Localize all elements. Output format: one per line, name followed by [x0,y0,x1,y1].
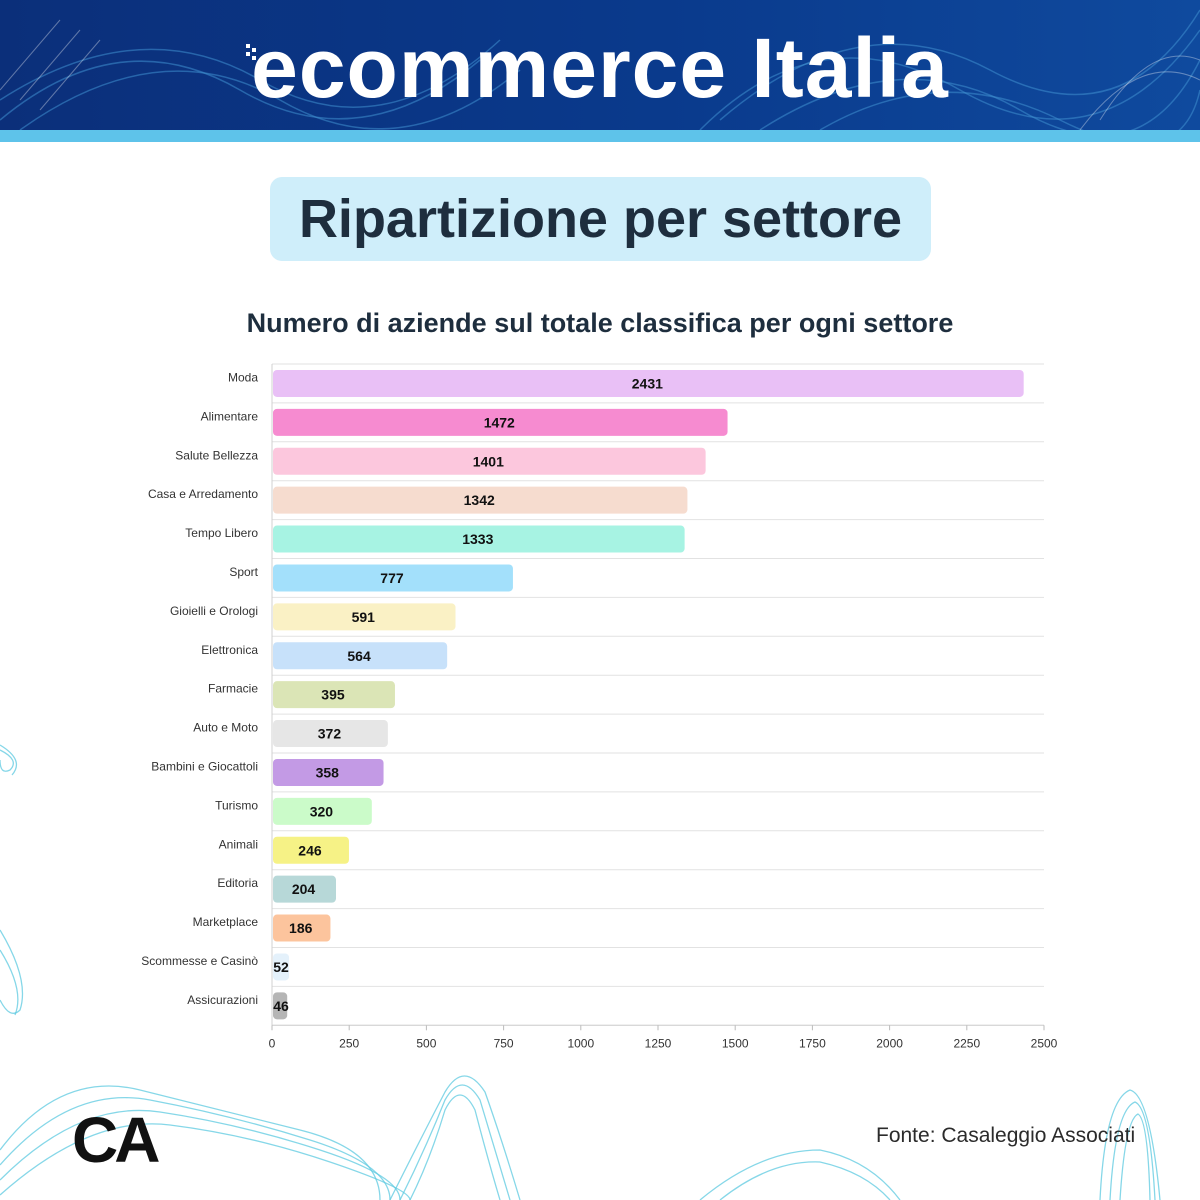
x-tick-label: 1750 [799,1036,826,1050]
category-label: Alimentare [201,409,259,423]
logo-dots-icon [246,44,256,60]
ca-logo: CA [72,1104,160,1176]
category-label: Tempo Libero [185,526,258,540]
category-label: Marketplace [193,915,259,929]
data-label: 246 [298,842,322,858]
page-title-box: Ripartizione per settore [270,177,931,261]
x-tick-label: 2500 [1031,1036,1058,1050]
data-label: 395 [321,687,345,703]
data-label: 372 [318,726,342,742]
category-label: Moda [228,370,258,384]
x-tick-label: 0 [269,1036,276,1050]
data-label: 564 [347,648,371,664]
bar [273,447,706,475]
source-note: Fonte: Casaleggio Associati [876,1124,1136,1147]
bar [273,914,331,942]
category-label: Animali [219,837,258,851]
bar [273,486,688,514]
bar [273,836,349,864]
bar [273,797,372,825]
page-title: Ripartizione per settore [298,189,903,249]
category-label: Sport [229,565,258,579]
bar [273,564,513,592]
data-label: 777 [380,570,404,586]
category-label: Elettronica [201,643,258,657]
x-tick-label: 250 [339,1036,359,1050]
data-label: 1472 [484,414,515,430]
category-label: Turismo [215,798,258,812]
data-label: 358 [316,764,340,780]
category-label: Editoria [217,876,258,890]
bar [273,408,728,436]
category-label: Assicurazioni [187,993,258,1007]
category-label: Auto e Moto [193,721,258,735]
brand-logo: ecommerce Italia [251,21,949,115]
category-label: Salute Bellezza [175,448,258,462]
data-label: 1342 [464,492,495,508]
bar [273,758,384,786]
bar [273,992,288,1020]
data-label: 52 [273,959,289,975]
data-label: 46 [273,998,289,1014]
header-banner: ecommerce Italia [0,0,1200,130]
data-label: 186 [289,920,313,936]
category-label: Farmacie [208,682,258,696]
data-label: 591 [352,609,376,625]
banner-stripe [0,130,1200,142]
bar [273,720,388,748]
x-tick-label: 750 [494,1036,514,1050]
wave-pattern [0,9,1200,130]
bar [273,369,1024,397]
x-tick-label: 500 [416,1036,436,1050]
bar [273,603,456,631]
data-label: 1333 [462,531,493,547]
x-tick-label: 1500 [722,1036,749,1050]
bar [273,953,290,981]
data-label: 320 [310,803,334,819]
category-label: Gioielli e Orologi [170,604,258,618]
data-label: 1401 [473,453,504,469]
x-tick-label: 2250 [953,1036,980,1050]
category-label: Casa e Arredamento [148,487,258,501]
bar [273,681,395,709]
category-label: Scommesse e Casinò [141,954,258,968]
chart-title: Numero di aziende sul totale classifica … [246,308,954,338]
x-tick-label: 1250 [645,1036,672,1050]
data-label: 204 [292,881,316,897]
data-label: 2431 [632,375,663,391]
bar [273,875,336,903]
bar [273,525,685,553]
category-label: Bambini e Giocattoli [151,759,258,773]
x-tick-label: 1000 [567,1036,594,1050]
bar [273,642,448,670]
x-tick-label: 2000 [876,1036,903,1050]
